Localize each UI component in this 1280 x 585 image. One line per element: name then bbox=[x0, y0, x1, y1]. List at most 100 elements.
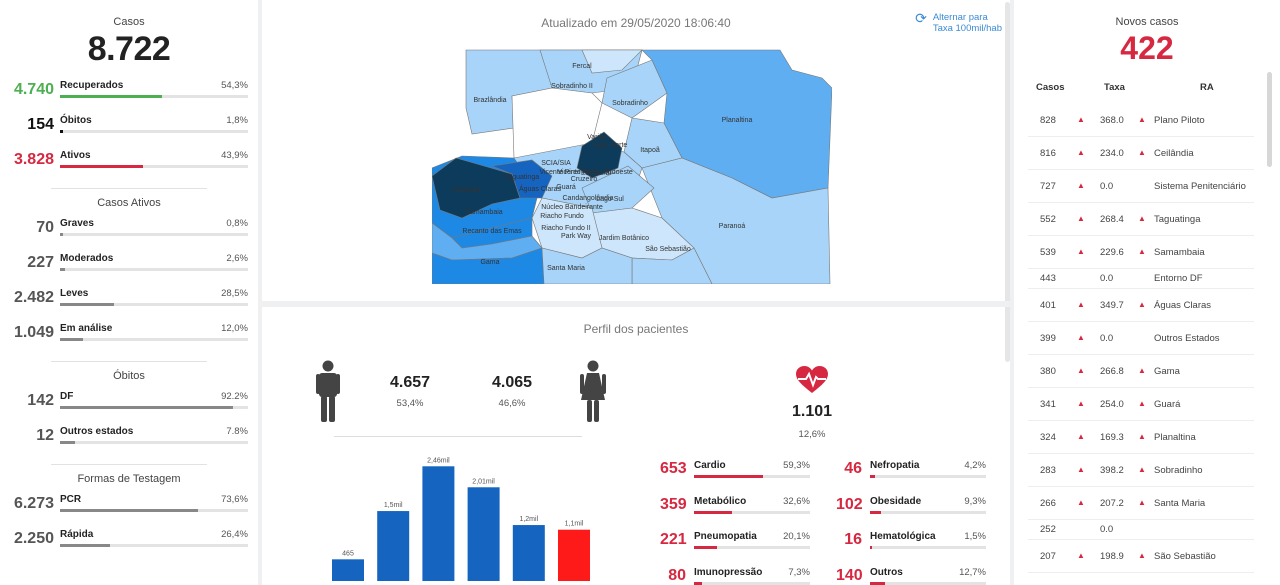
right-scrollbar[interactable] bbox=[1267, 72, 1272, 167]
comorbidity-percent: 9,3% bbox=[964, 495, 986, 507]
bar[interactable] bbox=[332, 559, 364, 581]
trend-up-icon: ▲ bbox=[1138, 464, 1146, 474]
df-choropleth-map[interactable]: Fercal Sobradinho II Sobradinho Brazlândia P… bbox=[432, 48, 832, 284]
ra-row[interactable]: 443 0.0 Entorno DF bbox=[1028, 269, 1254, 289]
stat-value: 70 bbox=[36, 219, 54, 236]
map-region-taguatinga[interactable] bbox=[490, 159, 553, 199]
progress-fill bbox=[60, 95, 163, 98]
ra-cases: 399 bbox=[1040, 332, 1056, 344]
map-region-sobradinho[interactable] bbox=[601, 59, 668, 119]
toggle-line-1: Alternar para bbox=[932, 12, 988, 23]
trend-up-icon: ▲ bbox=[1077, 464, 1085, 474]
stat-value: 142 bbox=[27, 392, 54, 409]
map-label: Gama bbox=[480, 259, 499, 266]
trend-up-icon: ▲ bbox=[1077, 246, 1085, 256]
ra-row[interactable]: 727 ▲ 0.0 Sistema Penitenciário bbox=[1028, 170, 1254, 203]
trend-up-icon: ▲ bbox=[1138, 114, 1146, 124]
ra-cases: 324 bbox=[1040, 431, 1056, 443]
ra-row[interactable]: 207 ▲ 198.9 ▲ São Sebastião bbox=[1028, 540, 1254, 573]
bar[interactable] bbox=[377, 511, 410, 581]
progress-fill bbox=[60, 165, 143, 168]
stat-label: Rápida bbox=[60, 529, 94, 540]
female-icon bbox=[580, 360, 606, 422]
progress-track bbox=[694, 510, 810, 514]
bar[interactable] bbox=[558, 529, 590, 581]
stat-label: DF bbox=[60, 391, 74, 402]
progress-fill bbox=[60, 544, 110, 547]
progress-track bbox=[60, 509, 248, 512]
stat-value: 227 bbox=[27, 254, 54, 271]
ra-row[interactable]: 283 ▲ 398.2 ▲ Sobradinho bbox=[1028, 454, 1254, 487]
total-cases-label: Casos bbox=[113, 16, 145, 28]
ra-row[interactable]: 380 ▲ 266.8 ▲ Gama bbox=[1028, 355, 1254, 388]
col-ra[interactable]: RA bbox=[1200, 82, 1214, 93]
ra-row[interactable]: 252 0.0 bbox=[1028, 520, 1254, 540]
ra-row[interactable]: 266 ▲ 207.2 ▲ Santa Maria bbox=[1028, 487, 1254, 520]
map-region-fercal[interactable] bbox=[581, 49, 643, 74]
progress-fill bbox=[694, 581, 703, 585]
comorbidity-value: 140 bbox=[836, 566, 863, 584]
ra-row[interactable]: 816 ▲ 234.0 ▲ Ceilândia bbox=[1028, 137, 1254, 170]
bar[interactable] bbox=[467, 487, 500, 581]
trend-up-icon: ▲ bbox=[1138, 398, 1146, 408]
ra-row[interactable]: 324 ▲ 169.3 ▲ Planaltina bbox=[1028, 421, 1254, 454]
map-label: Ceilândia bbox=[451, 187, 480, 194]
ra-cases: 380 bbox=[1040, 365, 1056, 377]
total-cases-value: 8.722 bbox=[87, 30, 171, 68]
map-label: Núcleo Bandeirante bbox=[541, 204, 603, 211]
bar-data-label: 1,2mil bbox=[519, 516, 538, 523]
comorbidity-row: 359 Metabólico 32,6% bbox=[660, 494, 810, 529]
bar[interactable] bbox=[422, 466, 455, 581]
age-bar-chart: 465 1,5mil 2,46mil 2,01mil 1,2mil 1,1mil bbox=[332, 457, 590, 581]
ra-row[interactable]: 341 ▲ 254.0 ▲ Guará bbox=[1028, 388, 1254, 421]
ra-name: Outros Estados bbox=[1154, 332, 1220, 344]
map-label: Recanto das Emas bbox=[462, 228, 522, 235]
trend-up-icon: ▲ bbox=[1077, 332, 1085, 342]
map-label: Vicente Pires bbox=[539, 169, 581, 176]
ra-row[interactable]: 828 ▲ 368.0 ▲ Plano Piloto bbox=[1028, 104, 1254, 137]
ra-name: Guará bbox=[1154, 398, 1181, 410]
stat-value: 3.828 bbox=[13, 151, 54, 168]
ra-row[interactable]: 539 ▲ 229.6 ▲ Samambaia bbox=[1028, 236, 1254, 269]
ra-name: Santa Maria bbox=[1154, 497, 1206, 509]
ra-name: Entorno DF bbox=[1154, 273, 1203, 284]
map-label: Guará bbox=[556, 184, 576, 191]
stat-value: 12 bbox=[36, 427, 54, 444]
comorbidity-percent: 59,3% bbox=[783, 460, 810, 471]
stat-value: 2.482 bbox=[13, 289, 54, 306]
comorbidity-percent: 4,2% bbox=[964, 460, 986, 471]
bar[interactable] bbox=[512, 525, 545, 581]
ra-cases: 341 bbox=[1040, 398, 1056, 410]
active-cases-list: 70 Graves 0,8% 227 Moderados 2,6% 2.482 Leves 28… bbox=[10, 213, 248, 353]
trend-up-icon: ▲ bbox=[1077, 497, 1085, 507]
col-casos[interactable]: Casos bbox=[1036, 82, 1065, 93]
testing-list: 6.273 PCR 73,6% 2.250 Rápida 26,4% bbox=[10, 489, 248, 559]
stat-percent: 12,0% bbox=[221, 323, 248, 334]
stat-label: Óbitos bbox=[60, 115, 92, 126]
ra-row[interactable]: 552 ▲ 268.4 ▲ Taguatinga bbox=[1028, 203, 1254, 236]
col-taxa[interactable]: Taxa bbox=[1104, 82, 1125, 93]
toggle-rate-button[interactable]: ⟳ Alternar para Taxa 100mil/hab bbox=[915, 10, 1002, 34]
ra-rate: 254.0 bbox=[1100, 398, 1124, 410]
status-list: 4.740 Recuperados 54,3% 154 Óbitos 1,8% 3.828 A… bbox=[10, 75, 248, 180]
map-region-santa-maria[interactable] bbox=[541, 247, 633, 284]
comorbidity-row: 102 Obesidade 9,3% bbox=[836, 494, 986, 529]
ra-cases: 816 bbox=[1040, 147, 1056, 159]
map-label: Jardim Botânico bbox=[599, 235, 649, 242]
female-percent: 46,6% bbox=[498, 398, 526, 409]
progress-track bbox=[60, 441, 248, 444]
trend-up-icon: ▲ bbox=[1138, 246, 1146, 256]
ra-cases: 443 bbox=[1040, 273, 1056, 284]
center-scrollbar[interactable] bbox=[1005, 2, 1010, 362]
refresh-icon: ⟳ bbox=[915, 10, 927, 26]
stat-label: Em análise bbox=[60, 323, 113, 334]
ra-row[interactable]: 401 ▲ 349.7 ▲ Águas Claras bbox=[1028, 289, 1254, 322]
map-label: Estrutural bbox=[581, 170, 611, 177]
stat-row: 12 Outros estados 7.8% bbox=[10, 421, 248, 456]
ra-row[interactable]: 399 ▲ 0.0 Outros Estados bbox=[1028, 322, 1254, 355]
stat-row: 154 Óbitos 1,8% bbox=[10, 110, 248, 145]
trend-up-icon: ▲ bbox=[1077, 550, 1085, 560]
map-region-plano-piloto[interactable] bbox=[576, 131, 623, 179]
ra-name: Taguatinga bbox=[1154, 213, 1201, 225]
progress-track bbox=[60, 95, 248, 98]
